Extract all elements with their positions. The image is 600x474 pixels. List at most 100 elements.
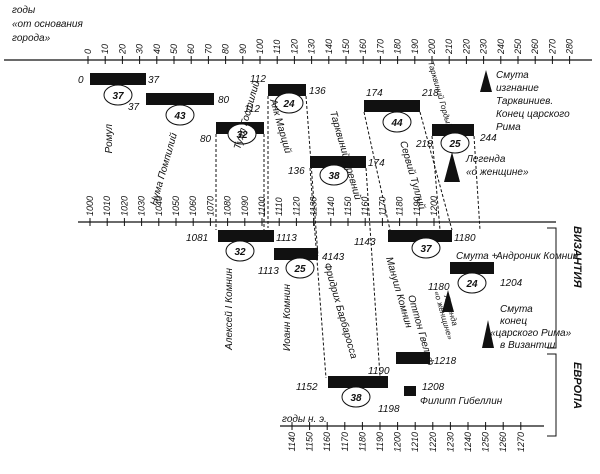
name-frederick: Фридрих Барбаросса (321, 262, 360, 361)
rome-axis-tick-label: 150 (341, 39, 351, 54)
byzantium-axis-ticks: 1000 1010 1020 1030 1040 1050 1060 1070 1080 1090… (85, 196, 439, 226)
bar-romul (90, 73, 146, 85)
europe-axis-tick-label: 1160 (322, 432, 332, 451)
rome-axis-title-line-1: годы (12, 5, 36, 16)
duration-tarquin-old: 38 (319, 164, 349, 186)
byzantium-axis-tick-label: 1120 (291, 197, 301, 216)
rome-axis-tick-label: 140 (324, 39, 334, 54)
duration-servius-text: 44 (390, 118, 403, 129)
rome-axis-tick-label: 260 (530, 39, 540, 55)
bar-philip (404, 386, 416, 396)
rome-axis-ticks: 0 10 20 30 40 50 60 70 80 90 100 110 120 130 140 150 160… (83, 39, 575, 64)
byzantium-axis-tick-label: 1200 (429, 196, 439, 216)
europe-axis-tick-label: 1150 (305, 432, 315, 451)
bar-alexios (218, 230, 274, 242)
byzantium-axis-tick-label: 1070 (205, 196, 215, 216)
smuta-byz-line-3: «царского Рима» (490, 328, 572, 339)
byzantium-axis-tick-label: 1020 (119, 196, 129, 216)
year-tarquin-old-end: 174 (368, 158, 385, 169)
bar-andronikos (450, 262, 494, 274)
smuta-byz-line-2: конец (500, 316, 527, 327)
year-manuel-end: 1180 (454, 233, 476, 244)
legend-byz-text: Легенда «о женщине» (432, 290, 459, 341)
rome-axis-tick-label: 130 (307, 39, 317, 54)
duration-andronikos-text: 24 (465, 279, 478, 290)
duration-tarquin-old-text: 38 (328, 171, 340, 182)
year-romul-end: 37 (148, 75, 160, 86)
bar-otto (396, 352, 430, 364)
rome-axis-tick-label: 90 (238, 44, 248, 54)
bar-manuel (388, 230, 452, 242)
byzantium-bracket: ВИЗАНТИЯ (547, 226, 583, 349)
europe-bracket: ЕВРОПА (547, 353, 583, 437)
europe-axis-tick-label: 1270 (516, 432, 526, 452)
byzantium-axis-tick-label: 1150 (343, 197, 353, 216)
legend-rome-text: Легенда «о женщине» (465, 154, 529, 178)
smuta-rome-line-3: Тарквиниев. (496, 96, 553, 107)
byzantium-axis-tick-label: 1190 (412, 197, 422, 216)
rome-axis-tick-label: 210 (444, 39, 454, 55)
europe-axis-tick-label: 1200 (393, 432, 403, 452)
name-alexios: Алексей I Комнин (224, 268, 235, 351)
year-manuel-start: 1143 (354, 237, 376, 248)
rome-axis-tick-label: 110 (272, 40, 282, 54)
bar-numa (146, 93, 214, 105)
rome-axis-tick-label: 80 (221, 44, 231, 54)
year-philip-end: 1208 (422, 382, 445, 393)
year-tarquin-proud-start: 218 (415, 139, 433, 150)
duration-romul-text: 37 (112, 91, 124, 102)
legend-byz-marker (442, 290, 454, 312)
byzantium-axis-tick-label: 1010 (102, 196, 112, 216)
year-alexios-end: 1113 (276, 233, 297, 244)
smuta-byz-marker (482, 320, 494, 348)
side-label-byzantium: ВИЗАНТИЯ (571, 226, 583, 288)
smuta-rome-line-4: Конец царского (496, 109, 570, 120)
rome-axis-tick-label: 60 (186, 44, 196, 54)
connector-ank-end (305, 95, 319, 257)
byzantium-axis-tick-label: 1160 (360, 197, 370, 216)
year-tull-start: 80 (200, 134, 212, 145)
connector-servius-start (363, 111, 391, 231)
duration-john-text: 25 (293, 264, 306, 275)
rome-axis-tick-label: 250 (513, 39, 523, 55)
duration-manuel-text: 37 (420, 244, 432, 255)
duration-tarquin-proud: 25 (440, 132, 470, 154)
duration-ank: 24 (274, 92, 304, 114)
duration-manuel: 37 (411, 237, 441, 259)
duration-john: 25 (285, 257, 315, 279)
connector-tarquin-proud (431, 135, 441, 231)
byzantium-axis-tick-label: 1130 (309, 197, 319, 216)
europe-axis-tick-label: 1250 (481, 432, 491, 452)
duration-frederick-text: 38 (350, 393, 362, 404)
year-tarquin-old-start: 136 (288, 166, 305, 177)
rome-axis-tick-label: 230 (479, 39, 489, 55)
bar-servius (364, 100, 420, 112)
rome-axis-tick-label: 220 (461, 39, 471, 55)
duration-tull: 32 (227, 123, 257, 145)
duration-frederick: 38 (341, 386, 371, 408)
rome-axis-tick-label: 170 (375, 39, 385, 54)
rome-axis-tick-label: 240 (496, 39, 506, 55)
name-numa: Нума Помпилий (149, 131, 180, 206)
legend-rome-line-1: Легенда (465, 154, 506, 165)
duration-ank-text: 24 (282, 99, 295, 110)
europe-axis-title: годы н. э. (282, 414, 327, 425)
europe-axis-tick-label: 1210 (410, 432, 420, 452)
year-andronikos-end: 1204 (500, 278, 523, 289)
rome-axis-tick-label: 180 (393, 39, 403, 54)
bar-frederick (328, 376, 388, 388)
smuta-rome-line-2: изгнание (496, 83, 539, 94)
byzantium-axis-tick-label: 1040 (154, 196, 164, 216)
duration-andronikos: 24 (457, 272, 487, 294)
byzantium-axis-tick-label: 1050 (171, 196, 181, 216)
europe-axis-tick-label: 1260 (498, 432, 508, 452)
byzantium-axis-tick-label: 1030 (137, 196, 147, 216)
rome-axis-tick-label: 40 (152, 44, 162, 54)
rome-axis-tick-label: 270 (547, 39, 557, 55)
rome-axis-tick-label: 50 (169, 44, 179, 54)
year-ank-start: 112 (250, 74, 266, 85)
byzantium-axis-tick-label: 1100 (257, 197, 267, 216)
europe-axis-tick-label: 1170 (340, 432, 350, 451)
andronikos-name-line: Андроник Комнин (495, 251, 579, 262)
smuta-plus-label: Смута + (456, 251, 498, 262)
